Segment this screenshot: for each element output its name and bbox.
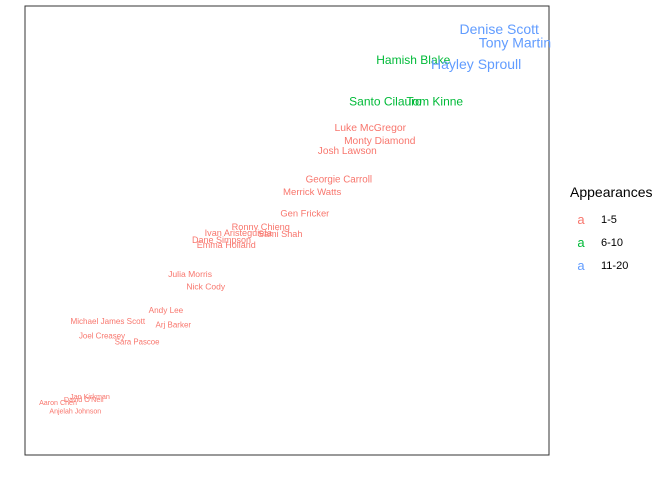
point-label: Luke McGregor xyxy=(335,123,407,134)
point-label: Andy Lee xyxy=(149,306,184,315)
point-label: Ronny Chieng xyxy=(232,222,290,232)
legend-key: a xyxy=(577,235,585,250)
plot-panel-border xyxy=(24,5,550,456)
point-label: Michael James Scott xyxy=(70,317,145,326)
point-label: Gen Fricker xyxy=(280,207,329,218)
legend-label: 6-10 xyxy=(601,236,624,249)
point-label: Sami Shah xyxy=(258,229,302,239)
point-label: Merrick Watts xyxy=(283,187,341,198)
point-label: Arj Barker xyxy=(156,320,192,329)
point-label: Anjelah Johnson xyxy=(49,409,101,416)
legend-label: 1-5 xyxy=(601,213,617,226)
legend-entries: a 1-5 a 6-10 a 11-20 xyxy=(570,208,653,277)
point-label: Santo Cilauro xyxy=(349,95,422,109)
point-label: Jan Kirkman xyxy=(70,392,110,401)
point-label: Nick Cody xyxy=(186,281,225,291)
legend-key: a xyxy=(577,212,585,227)
point-label: Joel Creasey xyxy=(79,332,125,341)
point-label: Tom Kinne xyxy=(406,95,463,109)
point-label: Aaron Chen xyxy=(39,399,77,407)
point-label: Hamish Blake xyxy=(376,53,450,67)
point-label: David O'Neil xyxy=(64,395,104,404)
legend-key: a xyxy=(577,258,585,273)
legend: Appearances a 1-5 a 6-10 a 11-20 xyxy=(570,184,653,277)
point-label: Sara Pascoe xyxy=(115,337,160,346)
legend-label: 11-20 xyxy=(601,259,629,272)
point-label: Josh Lawson xyxy=(318,146,377,157)
point-label: Ivan Aristeguieta xyxy=(205,228,273,238)
point-label: Georgie Carroll xyxy=(306,174,372,185)
legend-entry: a 6-10 xyxy=(570,231,653,254)
point-label: Julia Morris xyxy=(168,269,212,279)
point-label: Emma Holland xyxy=(197,240,256,250)
legend-title: Appearances xyxy=(570,184,653,200)
point-label: Monty Diamond xyxy=(344,136,416,147)
legend-entry: a 11-20 xyxy=(570,254,653,277)
point-label: Tony Martin xyxy=(479,34,551,50)
point-label: Denise Scott xyxy=(460,21,539,37)
point-label: Dane Simpson xyxy=(192,235,251,245)
legend-entry: a 1-5 xyxy=(570,208,653,231)
point-label: Hayley Sproull xyxy=(431,56,521,72)
